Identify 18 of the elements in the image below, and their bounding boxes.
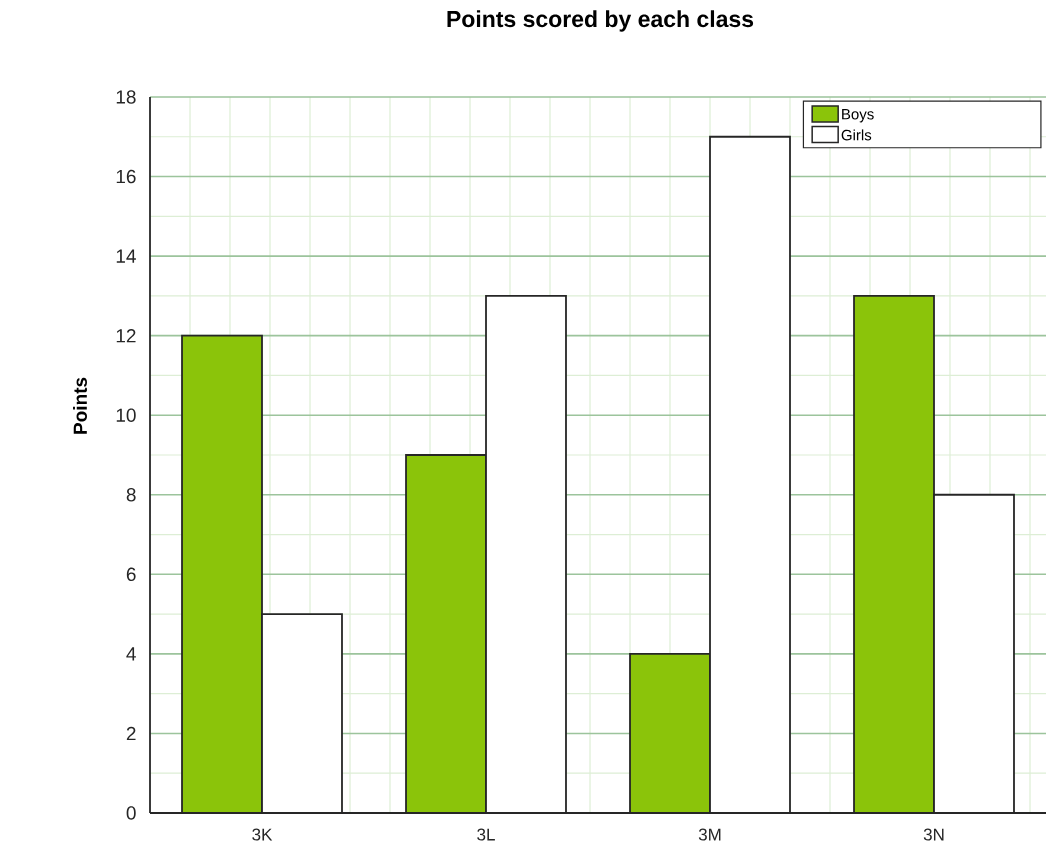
y-tick-label: 16 (116, 169, 136, 184)
y-tick-label: 12 (116, 329, 136, 343)
y-tick-label: 8 (126, 488, 136, 502)
y-axis-title: Points (73, 377, 87, 434)
legend-label: Girls (841, 129, 872, 141)
legend-label: Boys (842, 109, 874, 123)
x-tick-label: 3M (698, 828, 721, 841)
y-tick-label: 0 (126, 806, 136, 820)
chart-title: Points scored by each class (447, 10, 754, 32)
y-tick-label: 6 (126, 567, 136, 582)
y-tick-label: 14 (116, 249, 136, 263)
y-tick-label: 10 (116, 408, 136, 422)
y-tick-label: 4 (126, 647, 136, 661)
x-tick-label: 3L (477, 828, 495, 841)
x-tick-label: 3K (252, 828, 273, 841)
y-tick-label: 18 (116, 90, 136, 104)
y-tick-label: 2 (126, 726, 136, 741)
x-tick-label: 3N (923, 828, 944, 841)
